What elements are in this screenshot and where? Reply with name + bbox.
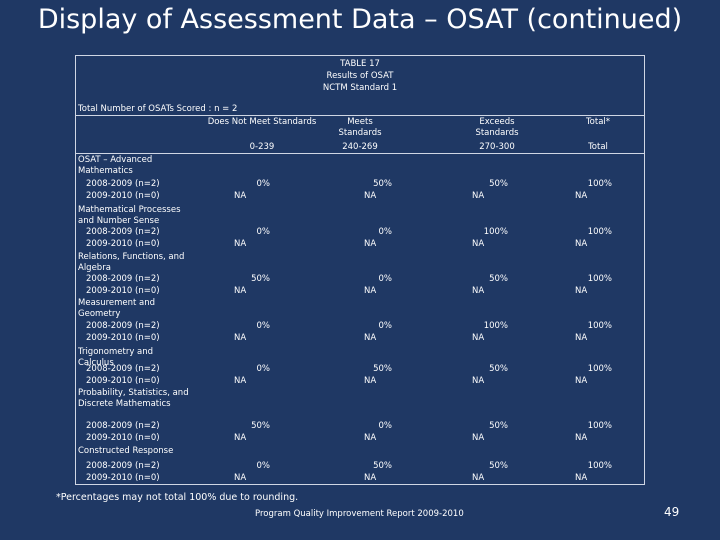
- footer: Program Quality Improvement Report 2009-…: [255, 509, 464, 519]
- cell: 100%: [483, 227, 508, 237]
- cell: NA: [472, 191, 485, 201]
- row-label: 2008-2009 (n=2): [86, 364, 160, 374]
- table-caption: NCTM Standard 1: [322, 83, 398, 93]
- cell: NA: [234, 239, 247, 249]
- row-label: 2009-2010 (n=0): [86, 333, 160, 343]
- cell: NA: [234, 473, 247, 483]
- row-label: 2009-2010 (n=0): [86, 376, 160, 386]
- row-label: 2008-2009 (n=2): [86, 461, 160, 471]
- cell: NA: [575, 376, 588, 386]
- cell: NA: [472, 333, 485, 343]
- table-caption: Results of OSAT: [326, 71, 394, 81]
- cell: NA: [364, 473, 377, 483]
- cell: 0%: [256, 227, 271, 237]
- cell: 100%: [587, 227, 612, 237]
- rule: [75, 115, 645, 116]
- column-header: Does Not Meet Standards: [207, 117, 317, 127]
- cell: 0%: [256, 461, 271, 471]
- cell: NA: [472, 433, 485, 443]
- cell: 0%: [256, 321, 271, 331]
- slide-title: Display of Assessment Data – OSAT (conti…: [37, 4, 683, 35]
- row-label: 2009-2010 (n=0): [86, 191, 160, 201]
- column-header: Total*: [585, 117, 611, 127]
- table-caption: TABLE 17: [340, 59, 380, 69]
- cell: 50%: [251, 274, 270, 284]
- row-label: 2008-2009 (n=2): [86, 179, 160, 189]
- cell: 50%: [489, 421, 508, 431]
- cell: 50%: [373, 364, 392, 374]
- row-label: 2009-2010 (n=0): [86, 239, 160, 249]
- cell: NA: [575, 286, 588, 296]
- cell: NA: [234, 333, 247, 343]
- cell: 100%: [587, 321, 612, 331]
- cell: 50%: [489, 274, 508, 284]
- cell: NA: [364, 376, 377, 386]
- cell: NA: [575, 191, 588, 201]
- cell: 0%: [256, 179, 271, 189]
- column-subheader: 270-300: [479, 142, 515, 152]
- cell: 100%: [587, 274, 612, 284]
- section-label: OSAT – Advanced Mathematics: [78, 155, 153, 176]
- column-header: Meets Standards: [338, 117, 382, 138]
- section-label: Measurement and Geometry: [78, 298, 156, 319]
- cell: NA: [364, 239, 377, 249]
- section-label: Relations, Functions, and Algebra: [78, 252, 185, 273]
- cell: NA: [364, 191, 377, 201]
- column-subheader: 0-239: [249, 142, 275, 152]
- cell: NA: [575, 473, 588, 483]
- column-subheader: 240-269: [342, 142, 378, 152]
- cell: NA: [575, 433, 588, 443]
- row-label: 2008-2009 (n=2): [86, 274, 160, 284]
- page-number: 49: [664, 505, 680, 519]
- cell: NA: [234, 376, 247, 386]
- cell: 50%: [489, 461, 508, 471]
- cell: NA: [472, 286, 485, 296]
- cell: 100%: [587, 179, 612, 189]
- table-frame: [75, 55, 645, 485]
- cell: NA: [472, 239, 485, 249]
- section-label: Probability, Statistics, and Discrete Ma…: [78, 388, 189, 409]
- column-subheader: Total: [588, 142, 608, 152]
- cell: 100%: [587, 421, 612, 431]
- cell: 50%: [489, 364, 508, 374]
- cell: NA: [575, 333, 588, 343]
- cell: NA: [234, 433, 247, 443]
- cell: 100%: [587, 461, 612, 471]
- cell: 50%: [373, 461, 392, 471]
- cell: NA: [364, 333, 377, 343]
- row-label: 2008-2009 (n=2): [86, 227, 160, 237]
- cell: 50%: [251, 421, 270, 431]
- row-label: 2008-2009 (n=2): [86, 421, 160, 431]
- row-label: 2008-2009 (n=2): [86, 321, 160, 331]
- cell: 0%: [378, 321, 393, 331]
- cell: NA: [364, 286, 377, 296]
- cell: 0%: [256, 364, 271, 374]
- cell: 50%: [489, 179, 508, 189]
- cell: NA: [575, 239, 588, 249]
- cell: 50%: [373, 179, 392, 189]
- cell: 100%: [483, 321, 508, 331]
- cell: NA: [472, 376, 485, 386]
- total-note: Total Number of OSATs Scored : n = 2: [78, 104, 238, 114]
- cell: NA: [472, 473, 485, 483]
- cell: NA: [364, 433, 377, 443]
- cell: 0%: [378, 227, 393, 237]
- section-label: Constructed Response: [78, 446, 174, 456]
- column-header: Exceeds Standards: [475, 117, 519, 138]
- cell: NA: [234, 191, 247, 201]
- cell: 100%: [587, 364, 612, 374]
- cell: 0%: [378, 274, 393, 284]
- section-label: Mathematical Processes and Number Sense: [78, 205, 181, 226]
- row-label: 2009-2010 (n=0): [86, 286, 160, 296]
- row-label: 2009-2010 (n=0): [86, 473, 160, 483]
- row-label: 2009-2010 (n=0): [86, 433, 160, 443]
- footnote: *Percentages may not total 100% due to r…: [56, 492, 299, 503]
- cell: NA: [234, 286, 247, 296]
- rule: [75, 153, 645, 154]
- section-label: Trigonometry and Calculus: [78, 347, 154, 368]
- cell: 0%: [378, 421, 393, 431]
